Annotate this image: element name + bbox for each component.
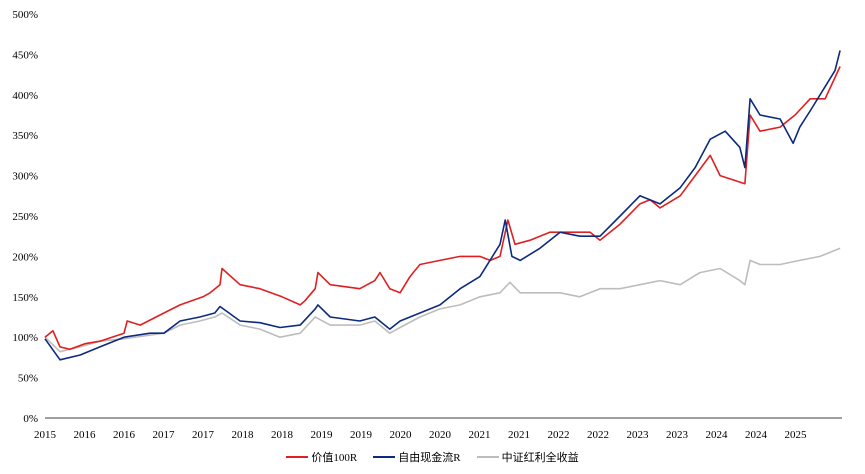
y-tick-label: 250% [12,211,38,223]
series-line-1 [44,50,841,361]
legend-label: 价值100R [311,452,358,464]
x-tick-label: 2021 [508,429,530,441]
x-tick-label: 2023 [666,429,689,441]
y-tick-label: 50% [18,373,38,385]
x-tick-label: 2021 [469,429,491,441]
y-tick-label: 100% [12,332,38,344]
y-tick-label: 500% [12,9,38,21]
legend-swatch [286,456,309,458]
legend-item-value100r: 价值100R [286,449,357,465]
y-tick-label: 300% [12,171,38,183]
x-tick-label: 2022 [548,429,570,441]
legend-item-dividend: 中证红利全收益 [476,449,579,465]
y-tick-label: 150% [12,292,38,304]
x-tick-label: 2019 [311,429,334,441]
series-line-0 [44,66,841,351]
y-tick-label: 450% [12,49,38,61]
x-tick-label: 2017 [153,429,176,441]
legend-swatch [373,456,396,458]
x-tick-label: 2016 [113,429,136,441]
x-tick-label: 2018 [232,429,255,441]
x-tick-label: 2019 [350,429,373,441]
x-tick-label: 2020 [429,429,452,441]
x-tick-label: 2024 [745,429,768,441]
x-tick-label: 2022 [587,429,609,441]
x-tick-label: 2025 [785,429,808,441]
series-line-2 [44,247,841,353]
y-tick-label: 350% [12,130,38,142]
legend-item-fcf-r: 自由现金流R [373,449,461,465]
x-tick-label: 2024 [706,429,729,441]
x-tick-label: 2017 [192,429,215,441]
x-tick-label: 2015 [34,429,57,441]
y-tick-label: 400% [12,90,38,102]
x-tick-label: 2020 [390,429,413,441]
line-chart: 0% 50% 100% 150% 200% 250% 300% 350% 400% 450% 500… [12,9,842,441]
x-tick-label: 2016 [74,429,97,441]
legend: 价值100R 自由现金流R 中证红利全收益 [0,449,865,465]
legend-swatch [476,456,499,458]
x-tick-label: 2023 [627,429,650,441]
y-tick-label: 200% [12,251,38,263]
x-tick-label: 2018 [271,429,294,441]
y-tick-label: 0% [23,413,38,425]
legend-label: 自由现金流R [398,452,461,464]
legend-label: 中证红利全收益 [501,452,579,464]
